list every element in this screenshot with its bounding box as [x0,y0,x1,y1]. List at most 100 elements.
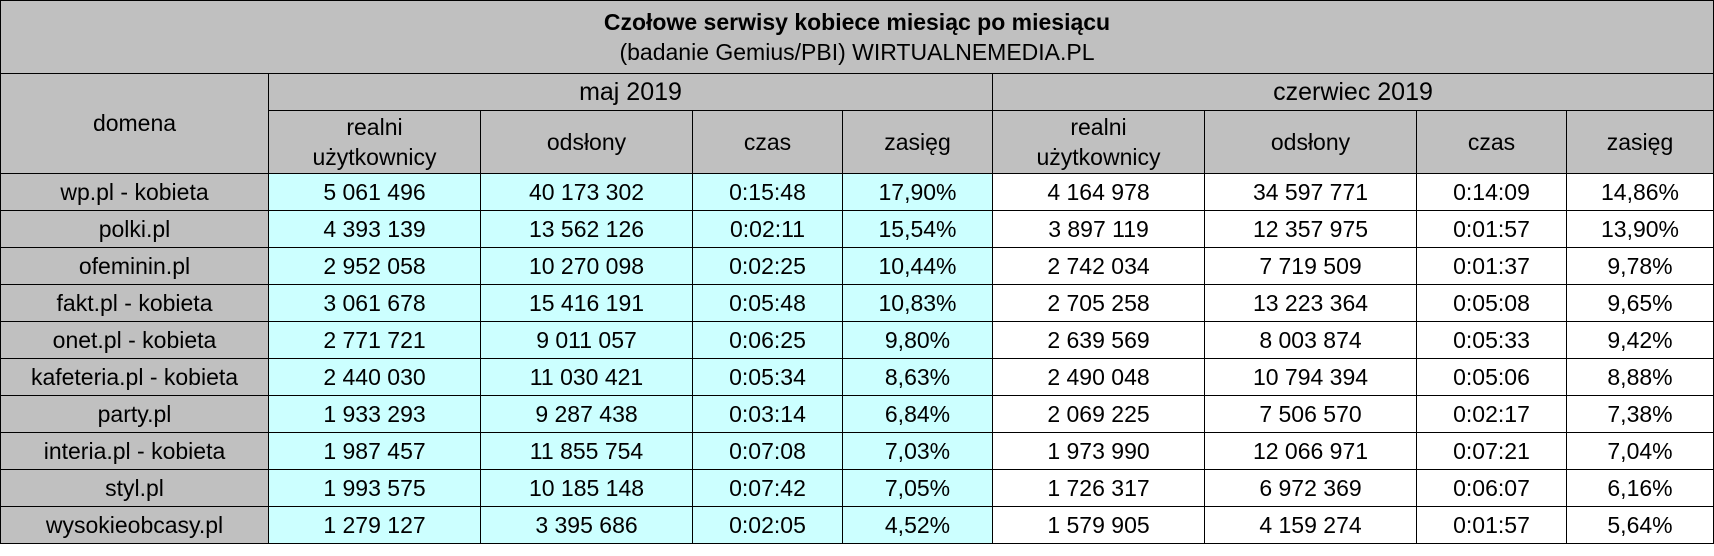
may-reach-cell: 4,52% [842,506,993,544]
june-users-cell: 2 639 569 [992,321,1205,359]
may-views-cell: 13 562 126 [480,210,693,248]
may-time-cell: 0:15:48 [692,173,843,211]
may-views-cell: 10 185 148 [480,469,693,507]
june-time-header: czas [1416,110,1567,174]
may-reach-cell: 7,03% [842,432,993,470]
period-header-june: czerwiec 2019 [992,73,1714,111]
may-users-cell: 2 771 721 [268,321,481,359]
may-views-cell: 3 395 686 [480,506,693,544]
june-time-cell: 0:14:09 [1416,173,1567,211]
june-users-cell: 2 742 034 [992,247,1205,285]
may-users-cell: 2 440 030 [268,358,481,396]
june-views-cell: 8 003 874 [1204,321,1417,359]
june-time-cell: 0:01:57 [1416,210,1567,248]
june-reach-cell: 9,78% [1566,247,1714,285]
june-views-cell: 6 972 369 [1204,469,1417,507]
may-time-cell: 0:03:14 [692,395,843,433]
may-time-cell: 0:05:48 [692,284,843,322]
may-reach-cell: 8,63% [842,358,993,396]
may-views-cell: 15 416 191 [480,284,693,322]
may-reach-cell: 7,05% [842,469,993,507]
june-users-cell: 3 897 119 [992,210,1205,248]
may-views-header: odsłony [480,110,693,174]
may-users-cell: 1 993 575 [268,469,481,507]
may-reach-cell: 10,83% [842,284,993,322]
domain-cell: fakt.pl - kobieta [0,284,269,322]
june-users-cell: 2 069 225 [992,395,1205,433]
domain-cell: interia.pl - kobieta [0,432,269,470]
june-users-header: realni użytkownicy [992,110,1205,174]
june-reach-cell: 13,90% [1566,210,1714,248]
domain-cell: party.pl [0,395,269,433]
may-views-cell: 9 287 438 [480,395,693,433]
june-views-cell: 10 794 394 [1204,358,1417,396]
june-time-cell: 0:02:17 [1416,395,1567,433]
domain-cell: onet.pl - kobieta [0,321,269,359]
may-time-cell: 0:07:08 [692,432,843,470]
may-reach-cell: 17,90% [842,173,993,211]
may-users-cell: 1 987 457 [268,432,481,470]
may-views-cell: 40 173 302 [480,173,693,211]
may-views-cell: 9 011 057 [480,321,693,359]
june-views-cell: 7 506 570 [1204,395,1417,433]
domain-cell: ofeminin.pl [0,247,269,285]
may-time-cell: 0:02:05 [692,506,843,544]
may-time-cell: 0:05:34 [692,358,843,396]
june-reach-cell: 6,16% [1566,469,1714,507]
may-time-cell: 0:06:25 [692,321,843,359]
june-users-cell: 1 579 905 [992,506,1205,544]
june-users-cell: 4 164 978 [992,173,1205,211]
domain-cell: kafeteria.pl - kobieta [0,358,269,396]
may-reach-cell: 15,54% [842,210,993,248]
june-reach-header: zasięg [1566,110,1714,174]
table-row: interia.pl - kobieta 1 987 457 11 855 754 0… [0,432,1714,470]
may-reach-header: zasięg [842,110,993,174]
domain-column-header: domena [0,73,269,174]
may-users-cell: 2 952 058 [268,247,481,285]
june-views-cell: 4 159 274 [1204,506,1417,544]
domain-cell: wp.pl - kobieta [0,173,269,211]
may-time-header: czas [692,110,843,174]
june-time-cell: 0:07:21 [1416,432,1567,470]
may-reach-cell: 10,44% [842,247,993,285]
june-time-cell: 0:05:33 [1416,321,1567,359]
june-time-cell: 0:06:07 [1416,469,1567,507]
june-views-cell: 7 719 509 [1204,247,1417,285]
june-time-cell: 0:01:37 [1416,247,1567,285]
june-time-cell: 0:05:06 [1416,358,1567,396]
june-views-cell: 34 597 771 [1204,173,1417,211]
may-users-cell: 5 061 496 [268,173,481,211]
june-views-cell: 12 357 975 [1204,210,1417,248]
may-time-cell: 0:07:42 [692,469,843,507]
table-subtitle: (badanie Gemius/PBI) WIRTUALNEMEDIA.PL [619,39,1095,65]
june-reach-cell: 14,86% [1566,173,1714,211]
table-row: styl.pl 1 993 575 10 185 148 0:07:42 7,05% 1 … [0,469,1714,507]
may-views-cell: 11 855 754 [480,432,693,470]
june-time-cell: 0:01:57 [1416,506,1567,544]
june-views-cell: 12 066 971 [1204,432,1417,470]
may-time-cell: 0:02:11 [692,210,843,248]
table-row: ofeminin.pl 2 952 058 10 270 098 0:02:25 10,… [0,247,1714,285]
june-users-cell: 1 973 990 [992,432,1205,470]
may-reach-cell: 6,84% [842,395,993,433]
june-reach-cell: 9,42% [1566,321,1714,359]
table-row: wysokieobcasy.pl 1 279 127 3 395 686 0:02:0… [0,506,1714,544]
may-users-cell: 3 061 678 [268,284,481,322]
stats-table: Czołowe serwisy kobiece miesiąc po miesi… [0,0,1714,544]
may-reach-cell: 9,80% [842,321,993,359]
domain-cell: styl.pl [0,469,269,507]
table-row: kafeteria.pl - kobieta 2 440 030 11 030 42… [0,358,1714,396]
table-title-cell: Czołowe serwisy kobiece miesiąc po miesi… [0,0,1714,74]
table-row: party.pl 1 933 293 9 287 438 0:03:14 6,84% 2 … [0,395,1714,433]
june-users-cell: 1 726 317 [992,469,1205,507]
june-users-cell: 2 490 048 [992,358,1205,396]
may-views-cell: 10 270 098 [480,247,693,285]
june-time-cell: 0:05:08 [1416,284,1567,322]
domain-cell: wysokieobcasy.pl [0,506,269,544]
may-users-cell: 4 393 139 [268,210,481,248]
june-reach-cell: 7,38% [1566,395,1714,433]
may-time-cell: 0:02:25 [692,247,843,285]
may-users-cell: 1 933 293 [268,395,481,433]
june-reach-cell: 9,65% [1566,284,1714,322]
